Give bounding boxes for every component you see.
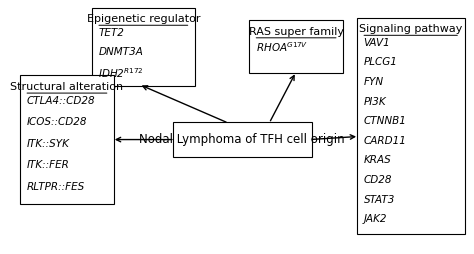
Text: TET2: TET2 [99,28,124,38]
Text: STAT3: STAT3 [364,195,395,204]
Text: VAV1: VAV1 [364,38,390,48]
Text: CTNNB1: CTNNB1 [364,116,406,126]
FancyBboxPatch shape [173,122,312,157]
Text: KRAS: KRAS [364,155,391,165]
FancyBboxPatch shape [91,8,195,86]
Text: JAK2: JAK2 [364,214,387,224]
Text: IDH2$^{R172}$: IDH2$^{R172}$ [99,66,144,80]
Text: Nodal Lymphoma of TFH cell origin: Nodal Lymphoma of TFH cell origin [139,133,345,146]
Text: CD28: CD28 [364,175,392,185]
Text: Signaling pathway: Signaling pathway [359,24,462,34]
Text: DNMT3A: DNMT3A [99,47,143,57]
Text: ITK::FER: ITK::FER [27,161,69,170]
Text: RAS super family: RAS super family [248,26,344,37]
Text: PLCG1: PLCG1 [364,57,397,67]
Text: Structural alteration: Structural alteration [10,82,124,92]
FancyBboxPatch shape [357,18,465,234]
Text: CTLA4::CD28: CTLA4::CD28 [27,96,95,106]
Text: PI3K: PI3K [364,97,386,107]
FancyBboxPatch shape [249,20,343,73]
Text: FYN: FYN [364,77,383,87]
Text: ICOS::CD28: ICOS::CD28 [27,117,87,127]
FancyBboxPatch shape [20,75,114,204]
Text: RHOA$^{G17V}$: RHOA$^{G17V}$ [255,40,307,54]
Text: CARD11: CARD11 [364,136,406,146]
Text: Epigenetic regulator: Epigenetic regulator [87,14,200,24]
Text: RLTPR::FES: RLTPR::FES [27,182,85,192]
Text: ITK::SYK: ITK::SYK [27,139,69,149]
